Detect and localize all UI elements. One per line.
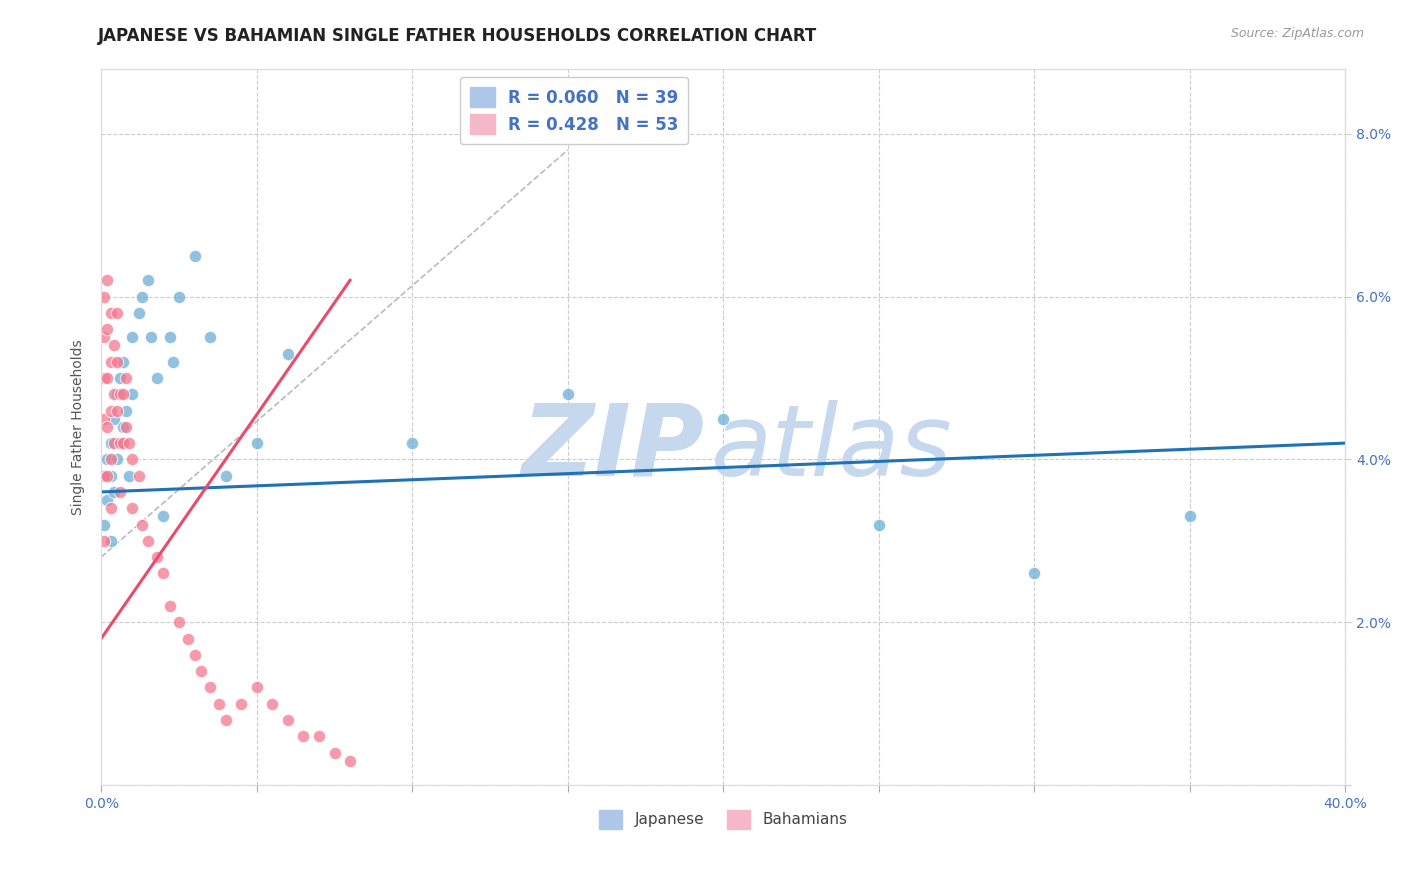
Point <box>183 249 205 263</box>
Point <box>108 371 131 385</box>
Text: atlas: atlas <box>711 400 952 497</box>
Point <box>131 517 153 532</box>
Point <box>339 754 361 768</box>
Point <box>277 713 299 727</box>
Point <box>167 615 190 630</box>
Point <box>214 468 236 483</box>
Legend: Japanese, Bahamians: Japanese, Bahamians <box>593 804 853 835</box>
Point <box>105 403 128 417</box>
Point <box>115 403 138 417</box>
Point <box>121 330 143 344</box>
Point <box>177 632 200 646</box>
Point <box>108 387 131 401</box>
Point <box>121 501 143 516</box>
Point <box>111 436 134 450</box>
Point <box>308 729 330 743</box>
Point <box>323 746 346 760</box>
Point <box>100 452 122 467</box>
Point <box>115 419 138 434</box>
Point <box>93 468 115 483</box>
Point <box>100 306 122 320</box>
Point <box>246 681 269 695</box>
Point <box>246 436 269 450</box>
Point <box>100 533 122 548</box>
Point <box>214 713 236 727</box>
Point <box>100 501 122 516</box>
Point <box>557 387 579 401</box>
Text: ZIP: ZIP <box>522 400 704 497</box>
Point <box>105 306 128 320</box>
Point <box>103 387 125 401</box>
Point <box>96 452 118 467</box>
Point <box>136 533 159 548</box>
Point <box>96 468 118 483</box>
Point <box>159 330 181 344</box>
Point <box>198 330 221 344</box>
Point <box>96 273 118 287</box>
Point <box>128 468 150 483</box>
Point <box>868 517 890 532</box>
Point <box>136 273 159 287</box>
Point <box>198 681 221 695</box>
Point <box>93 468 115 483</box>
Point <box>105 452 128 467</box>
Point <box>1178 509 1201 524</box>
Point <box>146 371 169 385</box>
Point <box>111 354 134 368</box>
Point <box>105 354 128 368</box>
Point <box>105 387 128 401</box>
Point <box>131 289 153 303</box>
Point <box>93 533 115 548</box>
Point <box>167 289 190 303</box>
Point <box>183 648 205 662</box>
Point <box>139 330 162 344</box>
Text: JAPANESE VS BAHAMIAN SINGLE FATHER HOUSEHOLDS CORRELATION CHART: JAPANESE VS BAHAMIAN SINGLE FATHER HOUSE… <box>98 27 818 45</box>
Point <box>93 517 115 532</box>
Point <box>103 485 125 500</box>
Point <box>711 411 734 425</box>
Point <box>100 468 122 483</box>
Point <box>108 485 131 500</box>
Point <box>152 566 174 581</box>
Point <box>111 387 134 401</box>
Point <box>96 419 118 434</box>
Point <box>162 354 184 368</box>
Point <box>96 322 118 336</box>
Point <box>93 289 115 303</box>
Point <box>103 338 125 352</box>
Point <box>118 436 141 450</box>
Point <box>111 419 134 434</box>
Y-axis label: Single Father Households: Single Father Households <box>72 339 86 515</box>
Point <box>190 664 212 678</box>
Point <box>152 509 174 524</box>
Point <box>277 346 299 360</box>
Point <box>231 697 253 711</box>
Point <box>115 371 138 385</box>
Point <box>108 436 131 450</box>
Point <box>292 729 315 743</box>
Point <box>100 436 122 450</box>
Point <box>1024 566 1046 581</box>
Point <box>121 387 143 401</box>
Point <box>96 371 118 385</box>
Point <box>401 436 423 450</box>
Point <box>103 411 125 425</box>
Point <box>208 697 231 711</box>
Point <box>93 411 115 425</box>
Point <box>93 371 115 385</box>
Text: Source: ZipAtlas.com: Source: ZipAtlas.com <box>1230 27 1364 40</box>
Point <box>262 697 284 711</box>
Point <box>93 330 115 344</box>
Point <box>128 306 150 320</box>
Point <box>100 403 122 417</box>
Point <box>118 468 141 483</box>
Point <box>96 493 118 508</box>
Point <box>103 436 125 450</box>
Point <box>108 436 131 450</box>
Point <box>159 599 181 613</box>
Point <box>100 354 122 368</box>
Point <box>146 550 169 565</box>
Point <box>121 452 143 467</box>
